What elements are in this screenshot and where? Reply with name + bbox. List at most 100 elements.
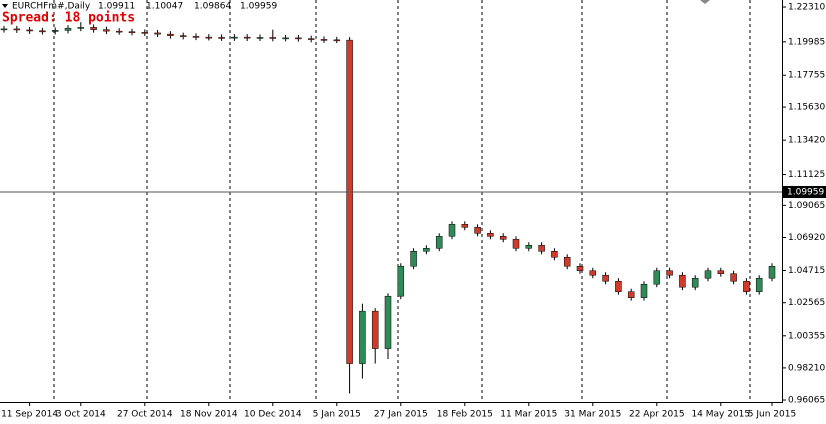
header-low: 1.09864 — [194, 2, 231, 12]
candle-body — [474, 227, 481, 234]
x-tick-label: 11 Sep 2014 — [1, 410, 58, 420]
y-tick-label: 1.04715 — [788, 266, 825, 276]
candle-body — [90, 27, 97, 30]
candle-body — [103, 29, 110, 32]
y-tick-label: 1.09065 — [788, 201, 825, 211]
y-tick-label: 1.13420 — [788, 136, 825, 146]
x-tick-label: 22 Apr 2015 — [629, 410, 685, 420]
candle-body — [538, 245, 545, 252]
x-tick-label: 18 Feb 2015 — [437, 410, 493, 420]
menu-arrow[interactable] — [2, 4, 8, 8]
candle-body — [435, 236, 443, 249]
candle-body — [256, 37, 264, 39]
candle-body — [39, 30, 46, 33]
candle-body — [704, 270, 712, 279]
x-tick-label: 27 Jan 2015 — [374, 410, 428, 420]
candle-body — [346, 39, 353, 364]
candle-body — [307, 38, 315, 40]
candle-body — [77, 27, 85, 29]
candle-body — [410, 251, 417, 267]
x-tick-label: 5 Jan 2015 — [313, 410, 361, 420]
candle-body — [640, 283, 648, 298]
candle-body — [13, 28, 21, 31]
candle-body — [691, 277, 699, 288]
candle-body — [333, 39, 341, 42]
candle-body — [423, 248, 430, 252]
candle-body — [115, 30, 123, 33]
candle-body — [179, 35, 187, 37]
candle-body — [461, 224, 469, 228]
candle-body — [218, 37, 225, 39]
y-tick-label: 1.00355 — [788, 331, 825, 341]
symbol-label: EURCHFm#,Daily — [12, 2, 91, 12]
y-tick-label: 1.17755 — [788, 71, 825, 81]
candle-body — [563, 257, 571, 267]
x-tick-label: 3 Oct 2014 — [56, 410, 106, 420]
candle-body — [0, 28, 8, 31]
candle-body — [269, 37, 277, 39]
x-tick-label: 14 May 2015 — [691, 410, 750, 420]
x-tick-label: 11 Mar 2015 — [500, 410, 557, 420]
candle-body — [755, 277, 763, 292]
y-tick-label: 1.15630 — [788, 103, 825, 113]
spread-label: Spread: 18 points — [2, 11, 135, 26]
candle-body — [717, 270, 725, 274]
scroll-marker — [700, 0, 710, 4]
candle-body — [768, 265, 776, 279]
candle-body — [448, 224, 456, 237]
candle-body — [679, 274, 686, 288]
candle-body — [602, 274, 609, 282]
candle-body — [320, 39, 328, 41]
header-high: 1.10047 — [146, 2, 183, 12]
candle-body — [192, 36, 200, 38]
header-open: 1.09911 — [98, 2, 135, 12]
x-tick-label: 5 Jun 2015 — [748, 410, 796, 420]
y-tick-label: 1.19985 — [788, 37, 825, 47]
candle-body — [397, 265, 405, 297]
candle-body — [384, 295, 392, 349]
candle-body — [205, 36, 213, 39]
candle-body — [589, 270, 597, 276]
candle-body — [666, 270, 673, 276]
candle-body — [551, 251, 558, 258]
candle-body — [359, 310, 366, 364]
header-close: 1.09959 — [240, 2, 277, 12]
candle-body — [154, 32, 161, 35]
candle-body — [231, 36, 238, 39]
candle-body — [51, 30, 59, 32]
y-tick-label: 1.22310 — [788, 3, 825, 13]
candle-body — [743, 280, 750, 292]
candle-body — [128, 31, 136, 33]
x-tick-label: 31 Mar 2015 — [564, 410, 621, 420]
candle-body — [730, 273, 737, 282]
candle-body — [243, 36, 251, 39]
y-tick-label: 0.98210 — [788, 363, 825, 373]
y-tick-label: 1.11125 — [788, 170, 825, 180]
candle-body — [487, 233, 494, 237]
candle-body — [167, 33, 174, 36]
candle-body — [512, 239, 520, 249]
current-price-box — [783, 185, 826, 198]
candle-body — [615, 280, 622, 292]
candle-body — [282, 37, 289, 40]
candle-body — [653, 270, 661, 285]
candle-body — [64, 27, 72, 31]
y-tick-label: 1.02565 — [788, 298, 825, 308]
candle-body — [499, 236, 507, 240]
x-tick-label: 27 Oct 2014 — [117, 410, 173, 420]
candle-body — [525, 245, 533, 249]
x-tick-label: 18 Nov 2014 — [180, 410, 238, 420]
y-tick-label: 0.96065 — [788, 396, 825, 406]
period-separators — [53, 0, 751, 402]
y-tick-label: 1.06920 — [788, 233, 825, 243]
candle-body — [141, 32, 149, 34]
candle-body — [627, 291, 635, 298]
current-price-label: 1.09959 — [787, 187, 824, 197]
candle-body — [371, 310, 379, 349]
x-tick-label: 10 Dec 2014 — [244, 410, 302, 420]
candle-body — [576, 265, 584, 271]
candle-body — [295, 37, 302, 40]
candle-body — [26, 29, 33, 32]
